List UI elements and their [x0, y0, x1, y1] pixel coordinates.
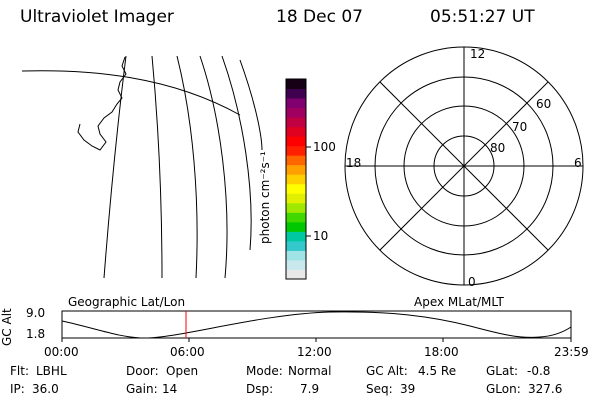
- status-glon-label: GLon:: [486, 382, 521, 396]
- coastline: [77, 56, 127, 151]
- status-door-label: Door:: [126, 364, 159, 378]
- colorbar-cell: [286, 259, 306, 270]
- status-flt-value: LBHL: [36, 364, 67, 378]
- longitude-line: [221, 55, 252, 251]
- status-glat-value: -0.8: [527, 364, 551, 378]
- colorbar-cell: [286, 126, 306, 137]
- x-tick-1800: 18:00: [424, 345, 459, 359]
- status-glat-label: GLat:: [486, 364, 519, 378]
- header-date: 18 Dec 07: [276, 7, 363, 27]
- x-tick-0600: 06:00: [170, 345, 205, 359]
- altitude-curve: [61, 311, 572, 339]
- colorbar-cell: [286, 155, 306, 166]
- lat-label-60: 60: [536, 97, 552, 111]
- colorbar-cell: [286, 117, 306, 128]
- geographic-map: [21, 55, 263, 279]
- polar-plot: [344, 46, 584, 286]
- colorbar-cell: [286, 269, 306, 280]
- status-dsp-value: 7.9: [300, 382, 320, 396]
- status-flt-label: Flt:: [10, 364, 29, 378]
- longitude-line: [199, 55, 228, 279]
- colorbar-tick-10: 10: [313, 229, 329, 243]
- status-gcalt-label: GC Alt:: [366, 364, 408, 378]
- lat-label-70: 70: [512, 120, 528, 134]
- status-dsp-label: Dsp:: [246, 382, 274, 396]
- status-seq-value: 39: [400, 382, 416, 396]
- x-tick-1200: 12:00: [297, 345, 332, 359]
- colorbar-cell: [286, 136, 306, 147]
- mlt-label-12: 12: [470, 47, 486, 61]
- apex-title: Apex MLat/MLT: [414, 295, 504, 309]
- y-tick-9: 9.0: [26, 306, 46, 320]
- status-gcalt-value: 4.5 Re: [418, 364, 457, 378]
- colorbar-cell: [286, 193, 306, 204]
- status-glon-value: 327.6: [528, 382, 563, 396]
- status-ip-label: IP:: [10, 382, 25, 396]
- mlt-label-0: 0: [468, 275, 476, 289]
- colorbar-tick-100: 100: [313, 140, 336, 154]
- colorbar: [285, 78, 311, 280]
- colorbar-cell: [286, 79, 306, 90]
- colorbar-cell: [286, 174, 306, 185]
- geographic-title: Geographic Lat/Lon: [68, 295, 186, 309]
- status-mode-value: Normal: [288, 364, 332, 378]
- status-mode-label: Mode:: [246, 364, 283, 378]
- x-tick-0000: 00:00: [44, 345, 79, 359]
- y-tick-1-8: 1.8: [26, 327, 46, 341]
- status-seq-label: Seq:: [366, 382, 393, 396]
- status-gain-value: 14: [162, 382, 178, 396]
- status-door-value: Open: [166, 364, 199, 378]
- colorbar-cell: [286, 212, 306, 223]
- longitude-line: [151, 55, 163, 279]
- colorbar-cell: [286, 98, 306, 109]
- status-ip-value: 36.0: [32, 382, 59, 396]
- colorbar-cell: [286, 250, 306, 261]
- timeline-axis-label: GC Alt: [0, 308, 14, 346]
- app-title: Ultraviolet Imager: [20, 7, 174, 27]
- colorbar-cell: [286, 183, 306, 194]
- colorbar-cell: [286, 88, 306, 99]
- colorbar-cell: [286, 107, 306, 118]
- mlt-label-18: 18: [346, 156, 362, 170]
- colorbar-cell: [286, 202, 306, 213]
- longitude-line: [103, 55, 127, 279]
- status-gain-label: Gain:: [126, 382, 158, 396]
- colorbar-cell: [286, 240, 306, 251]
- lat-label-80: 80: [490, 141, 506, 155]
- x-tick-2359: 23:59: [554, 345, 589, 359]
- longitude-line: [239, 59, 263, 151]
- mlt-label-6: 6: [574, 156, 582, 170]
- header-time: 05:51:27 UT: [430, 7, 535, 27]
- colorbar-cell: [286, 145, 306, 156]
- colorbar-cell: [286, 221, 306, 232]
- longitude-line: [176, 55, 198, 279]
- timeline-plot: [61, 310, 572, 342]
- colorbar-label: photon cm⁻²s⁻¹: [258, 151, 272, 244]
- colorbar-cell: [286, 231, 306, 242]
- latitude-curve: [21, 70, 241, 116]
- colorbar-cell: [286, 164, 306, 175]
